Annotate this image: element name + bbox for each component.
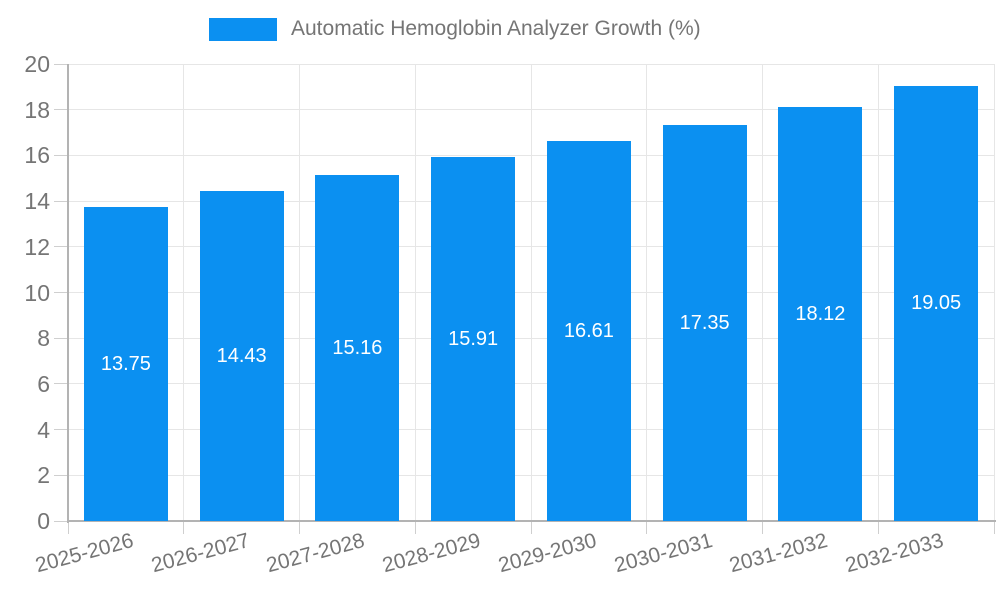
v-gridline: [877, 64, 879, 521]
y-tick-label: 12: [24, 233, 50, 260]
x-tick-mark: [993, 521, 995, 534]
x-tick-mark: [646, 521, 648, 534]
y-tick-label: 8: [37, 325, 50, 352]
v-gridline: [646, 64, 648, 521]
bar[interactable]: [199, 191, 284, 521]
y-tick-mark: [54, 474, 68, 476]
y-tick-mark: [54, 246, 68, 248]
legend-swatch: [209, 17, 277, 41]
x-tick-mark: [299, 521, 300, 534]
x-tick-mark: [183, 521, 185, 534]
bar[interactable]: [546, 141, 631, 521]
v-gridline: [299, 64, 300, 521]
y-tick-label: 16: [24, 142, 50, 169]
bar-value-label: 16.61: [563, 320, 614, 343]
y-tick-label: 14: [24, 188, 50, 215]
bar[interactable]: [662, 124, 747, 521]
y-tick-mark: [54, 63, 68, 65]
y-tick-label: 20: [24, 51, 50, 77]
y-tick-mark: [54, 200, 68, 202]
y-tick-label: 0: [37, 508, 50, 534]
v-gridline: [530, 64, 532, 521]
y-tick-mark: [54, 337, 68, 339]
y-tick-label: 18: [24, 96, 50, 123]
v-gridline: [414, 64, 416, 521]
bar-value-label: 14.43: [216, 345, 267, 368]
legend-label: Automatic Hemoglobin Analyzer Growth (%): [291, 17, 701, 40]
bar-value-label: 15.16: [332, 336, 383, 359]
y-tick-mark: [54, 292, 68, 293]
x-tick-mark: [67, 521, 69, 534]
x-tick-mark: [414, 521, 416, 534]
bar[interactable]: [315, 174, 400, 521]
y-tick-mark: [54, 109, 68, 111]
bar[interactable]: [778, 106, 863, 521]
bar-value-label: 17.35: [679, 311, 730, 334]
x-tick-mark: [530, 521, 532, 534]
chart-legend: Automatic Hemoglobin Analyzer Growth (%): [209, 17, 701, 41]
x-tick-mark: [877, 521, 879, 534]
bar[interactable]: [894, 85, 979, 521]
y-tick-label: 10: [24, 279, 50, 306]
x-axis-line: [67, 520, 996, 522]
bar-value-label: 15.91: [448, 328, 499, 351]
bar-value-label: 19.05: [911, 292, 962, 315]
y-tick-mark: [54, 429, 68, 431]
y-tick-mark: [54, 383, 68, 385]
bar[interactable]: [83, 206, 168, 521]
x-tick-mark: [762, 521, 763, 534]
v-gridline: [993, 64, 995, 521]
y-tick-mark: [54, 154, 68, 156]
bar[interactable]: [431, 157, 516, 521]
y-tick-label: 4: [37, 416, 50, 443]
v-gridline: [183, 64, 185, 521]
y-tick-label: 6: [37, 370, 50, 397]
y-axis-line: [67, 64, 69, 523]
bar-value-label: 13.75: [100, 352, 151, 375]
y-tick-mark: [54, 520, 68, 522]
y-tick-label: 2: [37, 462, 50, 489]
v-gridline: [762, 64, 763, 521]
bar-value-label: 18.12: [795, 302, 846, 325]
